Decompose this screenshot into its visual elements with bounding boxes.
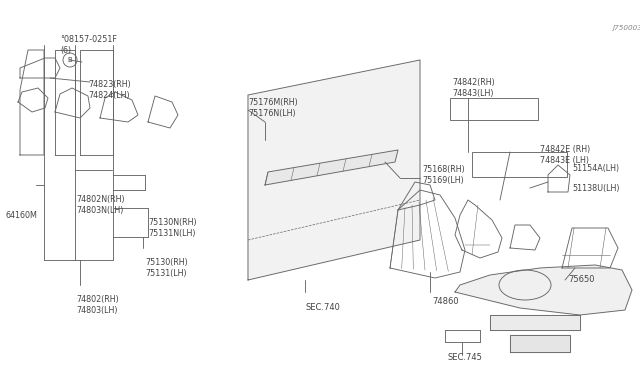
Text: 51154A(LH): 51154A(LH) xyxy=(572,164,619,173)
Text: °08157-0251F
(6): °08157-0251F (6) xyxy=(60,35,117,55)
Text: J750003W: J750003W xyxy=(612,25,640,31)
Text: 51138U(LH): 51138U(LH) xyxy=(572,183,620,192)
Polygon shape xyxy=(265,150,398,185)
Text: B: B xyxy=(68,57,72,63)
Text: 74860: 74860 xyxy=(432,298,459,307)
Text: 75130(RH)
75131(LH): 75130(RH) 75131(LH) xyxy=(145,258,188,278)
Polygon shape xyxy=(510,335,570,352)
Text: 75130N(RH)
75131N(LH): 75130N(RH) 75131N(LH) xyxy=(148,218,196,238)
Polygon shape xyxy=(455,265,632,315)
Text: 74842E (RH)
74843E (LH): 74842E (RH) 74843E (LH) xyxy=(540,145,590,165)
Polygon shape xyxy=(248,60,420,280)
Text: 74802(RH)
74803(LH): 74802(RH) 74803(LH) xyxy=(76,295,119,315)
Text: 74823(RH)
74824(LH): 74823(RH) 74824(LH) xyxy=(88,80,131,100)
Text: 75650: 75650 xyxy=(568,276,595,285)
Text: 74802N(RH)
74803N(LH): 74802N(RH) 74803N(LH) xyxy=(76,195,125,215)
Text: 75176M(RH)
75176N(LH): 75176M(RH) 75176N(LH) xyxy=(248,98,298,118)
Polygon shape xyxy=(490,315,580,330)
Text: SEC.740: SEC.740 xyxy=(305,304,340,312)
Text: 75168(RH)
75169(LH): 75168(RH) 75169(LH) xyxy=(422,165,465,185)
Text: 64160M: 64160M xyxy=(5,211,37,219)
Text: 74842(RH)
74843(LH): 74842(RH) 74843(LH) xyxy=(452,78,495,98)
Bar xyxy=(450,98,538,120)
Bar xyxy=(472,152,567,177)
Text: SEC.745: SEC.745 xyxy=(448,353,483,362)
